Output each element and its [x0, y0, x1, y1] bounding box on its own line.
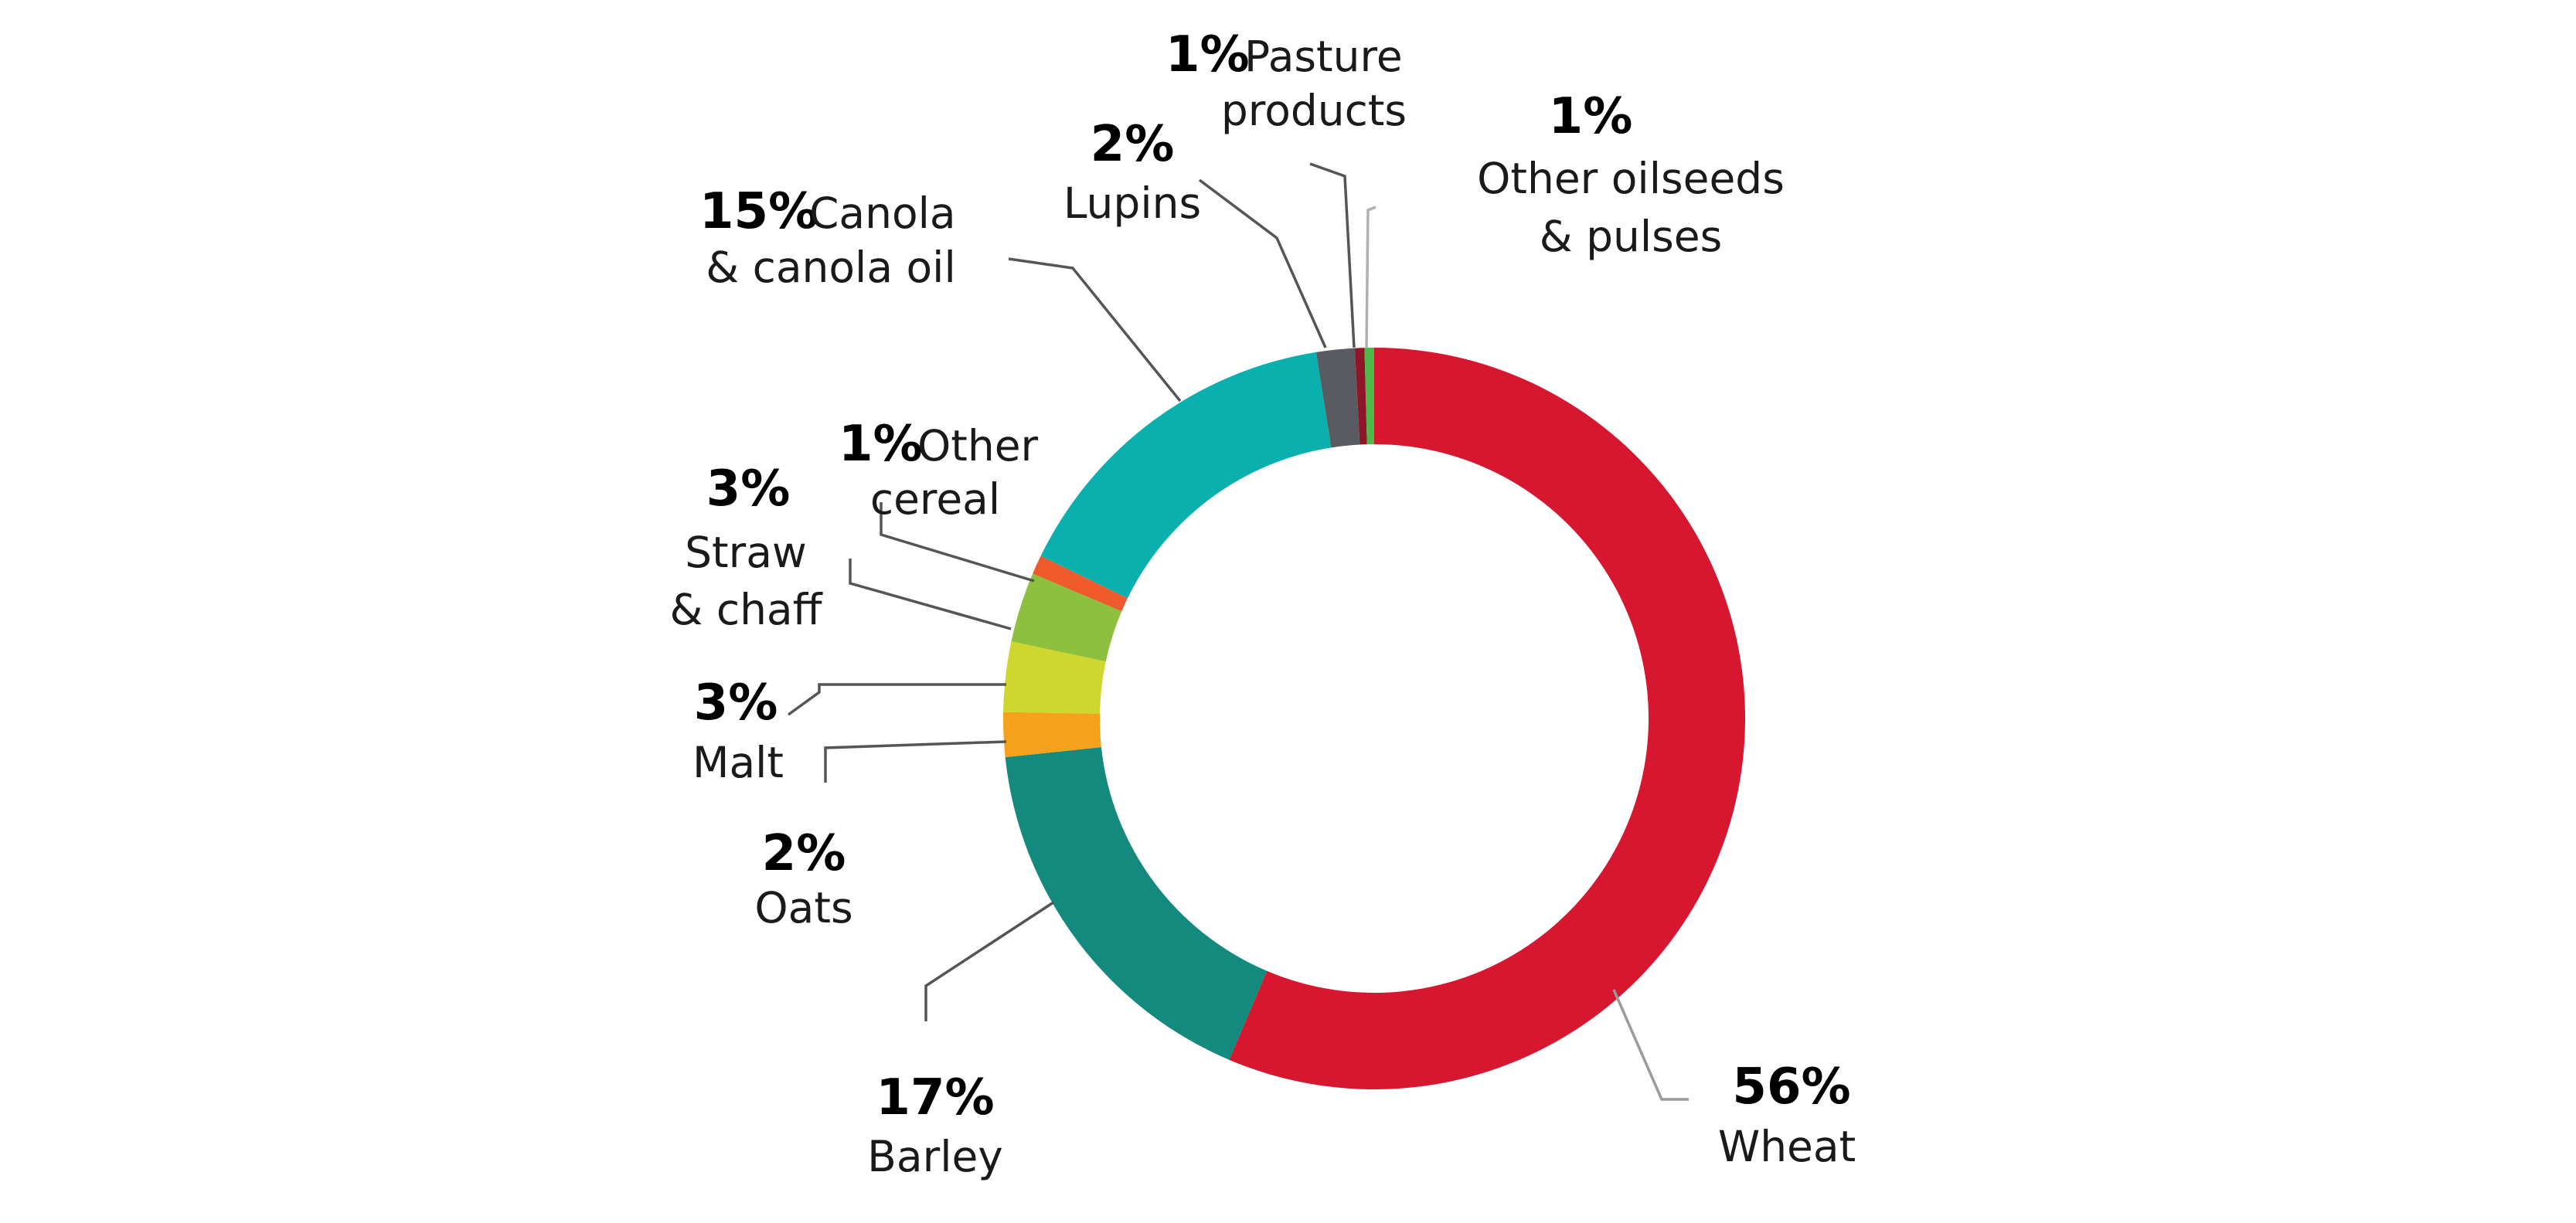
leader-line-wheat — [1612, 989, 1689, 1101]
slice-lupins — [1315, 348, 1360, 448]
slice-other-cereal — [1033, 555, 1128, 612]
donut-slices — [1003, 348, 1746, 1089]
leader-line-other-cereal — [880, 502, 1035, 583]
leader-line-pasture — [1309, 162, 1356, 348]
category-label-pasture: Pasture — [1244, 32, 1403, 81]
slice-barley — [1005, 747, 1268, 1060]
leader-line-oats — [824, 740, 1007, 783]
category-label-other-cereal: Other — [917, 421, 1039, 471]
leader-line-straw — [849, 559, 1012, 630]
category-label-straw: Straw — [685, 528, 807, 577]
percent-label-wheat: 56% — [1732, 1058, 1850, 1116]
percent-label-canola: 15% — [699, 183, 818, 240]
leader-lines — [787, 162, 1689, 1101]
slice-straw — [1011, 573, 1122, 662]
slice-oats — [1003, 712, 1101, 758]
category-label-other-oilseeds-line-2: & pulses — [1540, 212, 1723, 261]
leader-line-barley — [924, 901, 1054, 1021]
percent-label-other-cereal: 1% — [839, 416, 923, 473]
slice-wheat — [1229, 348, 1746, 1089]
category-label-barley: Barley — [867, 1132, 1003, 1181]
category-label-wheat: Wheat — [1718, 1122, 1856, 1171]
category-label-other-cereal-line-2: cereal — [870, 474, 1000, 524]
slice-other-oilseeds — [1364, 348, 1374, 445]
percent-label-oats: 2% — [762, 825, 846, 882]
category-label-oats: Oats — [754, 883, 852, 933]
percent-label-pasture: 1% — [1165, 26, 1250, 83]
percent-label-other-oilseeds: 1% — [1549, 88, 1633, 145]
leader-line-other-oilseeds — [1365, 206, 1376, 348]
category-label-malt: Malt — [692, 738, 784, 787]
leader-line-malt — [787, 683, 1006, 716]
category-label-other-oilseeds: Other oilseeds — [1477, 154, 1785, 203]
percent-label-straw: 3% — [706, 460, 791, 518]
percent-label-lupins: 2% — [1091, 116, 1175, 173]
category-label-canola-line-2: & canola oil — [706, 243, 956, 292]
percent-label-barley: 17% — [876, 1069, 994, 1126]
leader-line-canola — [1008, 257, 1182, 403]
category-label-lupins: Lupins — [1063, 178, 1201, 228]
category-label-pasture-line-2: products — [1221, 86, 1407, 135]
slice-pasture — [1354, 348, 1367, 445]
slice-malt — [1003, 641, 1106, 714]
category-label-canola: Canola — [809, 189, 956, 238]
slice-canola — [1040, 352, 1332, 599]
category-label-straw-line-2: & chaff — [669, 585, 822, 634]
percent-label-malt: 3% — [694, 674, 778, 732]
leader-line-lupins — [1198, 178, 1327, 348]
